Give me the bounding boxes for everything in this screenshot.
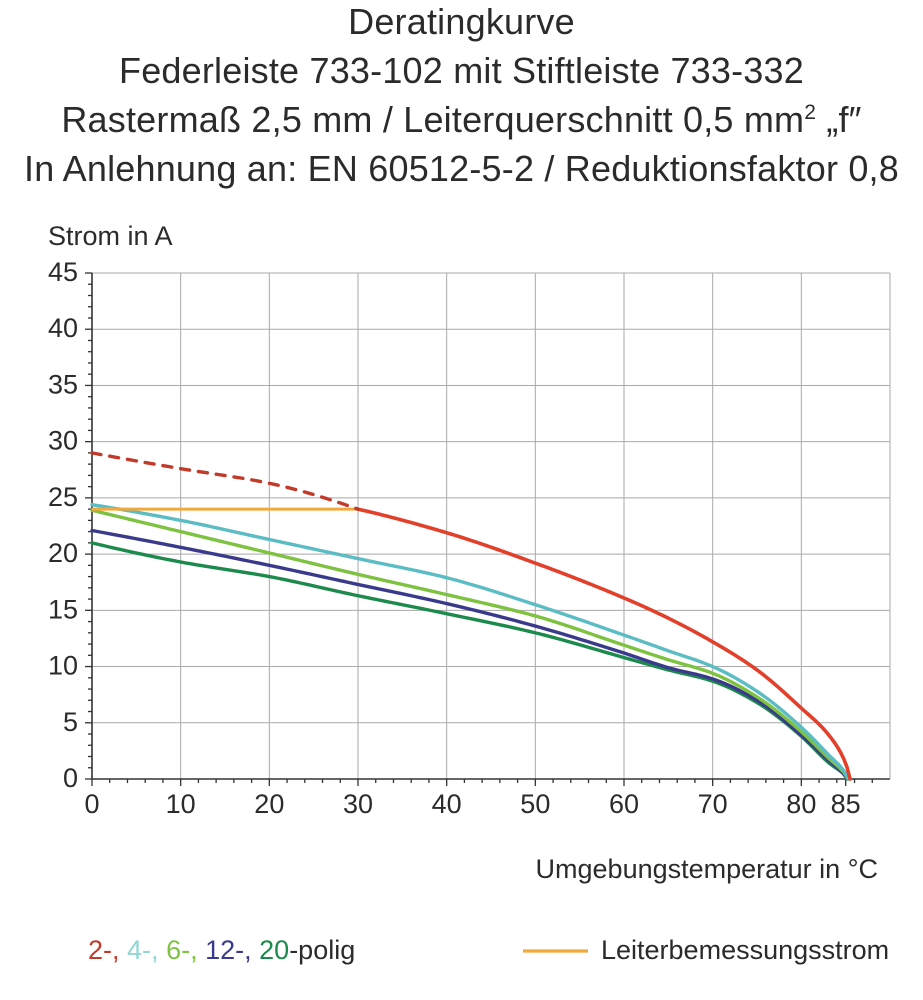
svg-text:40: 40 [48,313,78,343]
svg-text:35: 35 [48,369,78,399]
svg-text:50: 50 [520,789,550,819]
svg-text:30: 30 [48,426,78,456]
svg-text:40: 40 [432,789,462,819]
svg-text:0: 0 [63,763,78,793]
svg-text:85: 85 [831,789,861,819]
svg-text:30: 30 [343,789,373,819]
svg-text:Strom in A: Strom in A [48,221,173,251]
svg-text:10: 10 [166,789,196,819]
svg-text:70: 70 [698,789,728,819]
svg-text:60: 60 [609,789,639,819]
svg-text:20: 20 [48,538,78,568]
svg-text:5: 5 [63,707,78,737]
svg-text:Umgebungstemperatur in °C: Umgebungstemperatur in °C [536,854,878,884]
svg-text:10: 10 [48,651,78,681]
svg-text:80: 80 [786,789,816,819]
svg-text:25: 25 [48,482,78,512]
svg-text:45: 45 [48,257,78,287]
svg-text:15: 15 [48,594,78,624]
svg-text:0: 0 [84,789,99,819]
svg-text:20: 20 [254,789,284,819]
